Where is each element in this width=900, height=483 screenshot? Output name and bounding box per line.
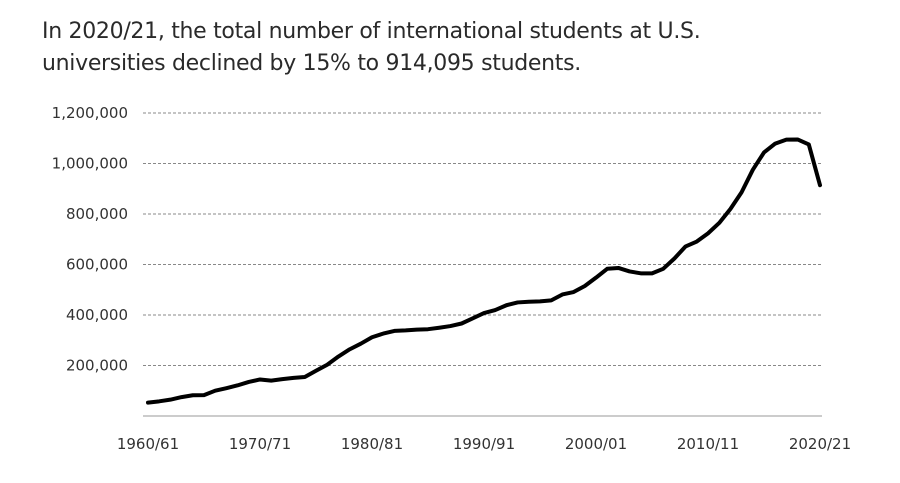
x-tick-label: 1990/91 [453, 435, 515, 453]
x-tick-label: 1980/81 [341, 435, 403, 453]
x-tick-label: 2010/11 [677, 435, 739, 453]
y-tick-label: 200,000 [66, 357, 128, 375]
y-tick-label: 600,000 [66, 256, 128, 274]
gridlines [143, 112, 822, 366]
series-line-international-students [146, 137, 822, 405]
x-tick-label: 2000/01 [565, 435, 627, 453]
y-tick-label: 800,000 [66, 205, 128, 223]
x-axis-tick-labels: 1960/61 1970/71 1980/81 1990/91 2000/01 2010/… [117, 435, 851, 453]
chart-title: In 2020/21, the total number of internat… [42, 16, 862, 80]
chart-title-line-1: In 2020/21, the total number of internat… [42, 19, 701, 44]
series-layer [146, 137, 822, 405]
y-tick-label: 400,000 [66, 306, 128, 324]
x-tick-label: 2020/21 [789, 435, 851, 453]
chart-title-line-2: universities declined by 15% to 914,095 … [42, 51, 581, 76]
x-tick-label: 1960/61 [117, 435, 179, 453]
x-tick-label: 1970/71 [229, 435, 291, 453]
y-tick-label: 1,200,000 [52, 104, 128, 122]
y-tick-label: 1,000,000 [52, 155, 128, 173]
y-axis-tick-labels: 200,000 400,000 600,000 800,000 1,000,000 1,2… [52, 104, 128, 375]
